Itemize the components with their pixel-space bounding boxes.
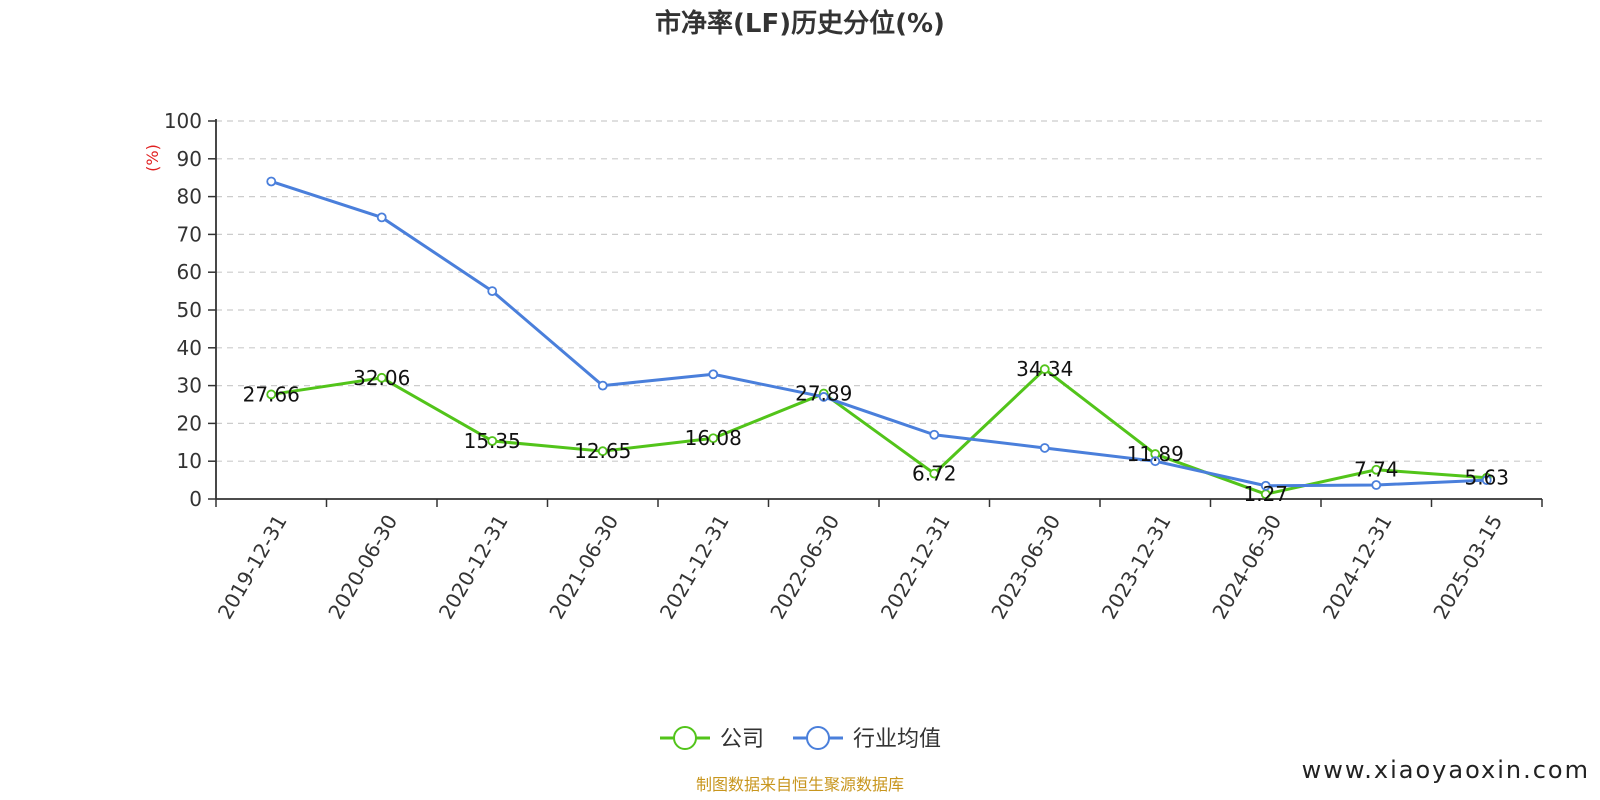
y-tick-label: 10 bbox=[177, 449, 202, 473]
series-point-0 bbox=[708, 433, 719, 444]
data-label: 7.74 bbox=[1354, 458, 1399, 482]
axes bbox=[208, 119, 1543, 507]
data-label: 11.89 bbox=[1127, 442, 1184, 466]
data-label: 16.08 bbox=[685, 426, 742, 450]
data-label: 12.65 bbox=[574, 439, 631, 463]
series-point-0 bbox=[1039, 364, 1050, 375]
series-point-1 bbox=[1150, 456, 1161, 467]
y-tick-label: 90 bbox=[177, 147, 202, 171]
legend-marker bbox=[673, 726, 697, 750]
series-line-1 bbox=[270, 180, 1487, 488]
y-tick-labels: 0 10 20 30 40 50 60 70 80 90 100 bbox=[164, 109, 202, 511]
y-tick-label: 100 bbox=[164, 109, 202, 133]
data-label: 32.06 bbox=[353, 366, 410, 390]
series-point-0 bbox=[266, 389, 277, 400]
y-tick-label: 50 bbox=[177, 298, 202, 322]
data-label: 5.63 bbox=[1464, 466, 1509, 490]
x-tick-label: 2023-12-31 bbox=[1097, 511, 1176, 624]
x-tick-label: 2021-12-31 bbox=[655, 511, 734, 624]
data-label: 34.34 bbox=[1016, 357, 1073, 381]
y-tick-label: 20 bbox=[177, 411, 202, 435]
series-point-1 bbox=[266, 176, 277, 187]
data-source-note: 制图数据来自恒生聚源数据库 bbox=[696, 775, 904, 794]
series-point-1 bbox=[1371, 480, 1382, 490]
chart-title: 市净率(LF)历史分位(%) bbox=[655, 8, 945, 39]
series-point-1 bbox=[929, 429, 940, 440]
series-point-0 bbox=[929, 468, 940, 479]
legend-item: 公司 bbox=[660, 726, 764, 752]
data-label: 6.72 bbox=[912, 462, 957, 486]
legend-marker bbox=[806, 726, 830, 750]
y-tick-label: 70 bbox=[177, 222, 202, 246]
data-label: 27.89 bbox=[795, 382, 852, 406]
series-point-1 bbox=[487, 286, 498, 297]
legend-label: 行业均值 bbox=[853, 727, 941, 752]
series-point-1 bbox=[1260, 480, 1271, 491]
series-point-0 bbox=[376, 372, 387, 383]
y-tick-label: 0 bbox=[189, 487, 202, 511]
x-tick-labels: 2019-12-31 2020-06-30 2020-12-31 2021-06-30… bbox=[213, 511, 1507, 624]
series-point-1 bbox=[818, 392, 829, 402]
series-point-0 bbox=[487, 436, 498, 446]
data-label: 1.27 bbox=[1243, 482, 1288, 506]
series-line-0 bbox=[271, 367, 1487, 496]
x-tick-label: 2022-06-30 bbox=[765, 511, 844, 624]
data-labels: 27.66 32.06 15.35 12.65 16.08 27.89 6.72 34.34 1… bbox=[243, 357, 1509, 506]
x-tick-label: 2024-12-31 bbox=[1318, 511, 1397, 624]
legend: 公司 行业均值 bbox=[660, 726, 941, 752]
grid-lines bbox=[216, 120, 1542, 462]
watermark: www.xiaoyaoxin.com bbox=[1302, 756, 1590, 784]
series-point-0 bbox=[597, 446, 608, 457]
y-tick-label: 40 bbox=[177, 336, 202, 360]
x-tick-label: 2020-12-31 bbox=[434, 511, 513, 624]
data-label: 15.35 bbox=[464, 429, 521, 453]
x-tick-label: 2023-06-30 bbox=[986, 511, 1065, 624]
legend-item: 行业均值 bbox=[793, 726, 941, 752]
y-tick-label: 80 bbox=[177, 185, 202, 209]
x-tick-label: 2019-12-31 bbox=[213, 511, 292, 624]
y-tick-label: 60 bbox=[177, 260, 202, 284]
series-point-1 bbox=[1039, 443, 1050, 453]
series-layer bbox=[266, 176, 1492, 500]
series-point-1 bbox=[708, 369, 719, 380]
x-tick-label: 2020-06-30 bbox=[323, 511, 402, 624]
x-tick-label: 2021-06-30 bbox=[544, 511, 623, 624]
series-point-0 bbox=[1371, 464, 1382, 475]
x-tick-label: 2025-03-15 bbox=[1428, 511, 1507, 624]
series-point-1 bbox=[597, 380, 608, 391]
y-tick-label: 30 bbox=[177, 374, 202, 398]
series-point-1 bbox=[1481, 475, 1492, 486]
legend-label: 公司 bbox=[720, 727, 764, 752]
y-axis-unit: (%) bbox=[143, 144, 162, 172]
x-tick-label: 2022-12-31 bbox=[876, 511, 955, 624]
data-label: 27.66 bbox=[243, 382, 300, 406]
x-tick-label: 2024-06-30 bbox=[1207, 511, 1286, 624]
series-point-1 bbox=[376, 212, 387, 223]
